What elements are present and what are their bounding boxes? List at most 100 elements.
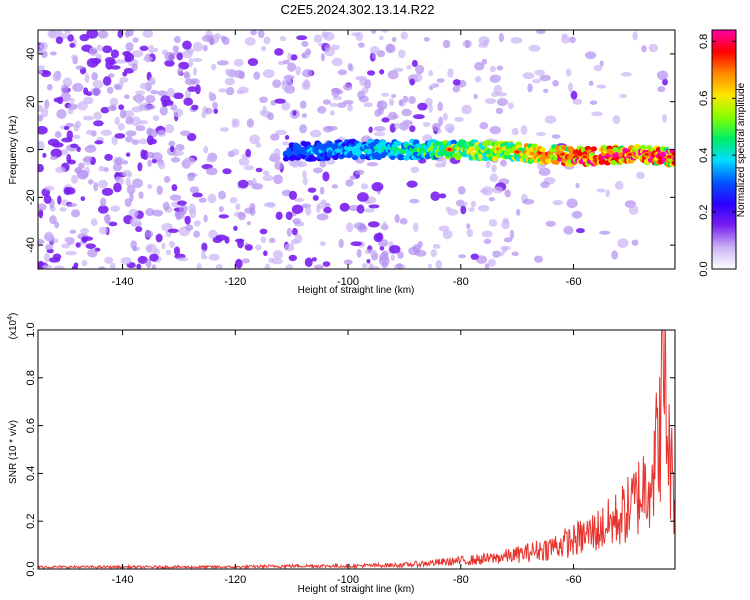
spectrogram-cell — [86, 30, 99, 39]
spectrogram-cell — [189, 186, 200, 194]
spectrogram-cell — [259, 228, 268, 235]
spectrogram-cell — [543, 88, 549, 93]
spectrogram-cell — [302, 170, 307, 179]
spectrogram-cell — [281, 101, 291, 111]
spectrogram-cell — [38, 163, 44, 173]
spectrogram-cell — [176, 257, 189, 262]
spectrogram-hotspot — [515, 150, 520, 154]
spectrogram-cell — [60, 84, 69, 94]
snr-x-ticks: -140 -120 -100 -80 -60 — [112, 330, 581, 586]
spectrogram-cell — [260, 96, 266, 103]
x-tick-label: -80 — [453, 574, 469, 586]
spectrogram-cell — [350, 241, 363, 247]
spectrogram-cell — [569, 36, 576, 44]
spectrogram-cell — [271, 258, 283, 265]
spectrogram-cell — [86, 129, 95, 136]
spectrogram-cell — [302, 177, 308, 186]
spectrogram-cell — [317, 202, 327, 209]
spectrogram-cell — [113, 182, 122, 193]
spectrogram-cell — [267, 112, 274, 121]
spectrogram-cell — [132, 178, 143, 189]
spectrogram-cell — [108, 221, 118, 227]
spectrogram-cell — [131, 139, 140, 146]
spectrogram-cell — [138, 138, 148, 145]
x-tick-label: -120 — [224, 276, 246, 288]
spectrogram-cell — [552, 79, 559, 87]
spectrogram-cell — [161, 242, 166, 250]
spectrogram-cell — [44, 185, 55, 191]
spectrogram-cell — [356, 204, 365, 214]
spectrogram-cell — [461, 104, 472, 115]
spectrogram-cell — [368, 221, 380, 228]
spectrogram-cell — [237, 179, 249, 189]
spectrogram-cell — [312, 194, 319, 201]
spectrogram-cell — [614, 180, 624, 190]
spectrogram-cell — [599, 60, 604, 67]
spectrogram-cell — [511, 251, 519, 257]
spectrogram-cell — [125, 130, 137, 137]
spectrogram-cell — [38, 140, 45, 151]
spectrogram-cell — [243, 165, 255, 171]
spectrogram-cell — [100, 129, 112, 136]
spectrogram-cell — [491, 164, 497, 173]
spectrogram-cell — [127, 172, 132, 178]
spectrogram-cell — [38, 114, 44, 122]
spectrogram-cell — [430, 191, 441, 202]
spectrogram-cell — [104, 256, 114, 264]
spectrogram-cell — [599, 230, 611, 235]
spectrogram-cell — [268, 237, 276, 244]
spectrogram-cell — [311, 257, 317, 262]
spectrogram-cell — [290, 239, 298, 245]
spectrogram-cell — [493, 84, 502, 95]
spectrogram-cell — [411, 59, 418, 68]
spectrogram-cell — [487, 258, 496, 267]
spectrogram-cell — [52, 253, 62, 261]
spectrogram-cell — [500, 159, 507, 167]
spectrogram-cell — [192, 41, 203, 52]
spectrogram-hotspot — [627, 152, 632, 156]
spectrogram-cell — [260, 236, 267, 244]
spectrogram-cell — [575, 227, 585, 234]
spectrogram-cell — [292, 110, 297, 116]
spectrogram-cell — [129, 217, 142, 228]
spectrogram-cell — [151, 158, 157, 164]
spectrogram-cell — [191, 104, 199, 111]
spectrogram-cell — [170, 157, 181, 163]
spectrogram-cell — [46, 83, 53, 91]
spectrogram-cell — [237, 211, 247, 221]
spectrogram-cell — [390, 254, 395, 261]
spectrogram-cell — [479, 122, 489, 130]
spectrogram-cell — [301, 113, 307, 119]
spectrogram-cell — [138, 191, 144, 200]
spectrogram-cell — [208, 91, 213, 97]
spectrogram-ridge-cell — [671, 160, 675, 166]
spectrogram-cell — [402, 119, 411, 126]
spectrogram-cell — [322, 171, 330, 182]
spectrogram-cell — [584, 51, 597, 60]
spectrogram-cell — [53, 265, 65, 269]
spectrogram-cell — [544, 115, 557, 124]
spectrogram-cell — [304, 257, 313, 267]
spectrogram-cell — [428, 70, 434, 77]
spectrogram-cell — [358, 223, 366, 231]
spectrogram-cell — [620, 72, 632, 77]
spectrogram-cell — [208, 229, 218, 240]
spectrogram-cell — [210, 63, 217, 71]
spectrogram-cell — [355, 169, 365, 175]
spectrogram-cell — [67, 202, 78, 208]
spectrogram-cell — [66, 130, 74, 141]
spectrogram-ridge-cell — [553, 159, 560, 165]
spectrogram-cell — [373, 126, 386, 132]
spectrogram-cell — [184, 89, 191, 99]
spectrogram-cell — [447, 68, 454, 78]
spectrogram-cell — [319, 186, 325, 195]
spectrogram-cell — [565, 68, 572, 77]
spectrogram-cell — [493, 74, 502, 82]
spectrogram-cell — [520, 125, 528, 136]
spectrogram-cell — [366, 70, 376, 76]
spectrogram-cell — [264, 263, 271, 269]
spectrogram-cell — [322, 261, 331, 267]
spectrogram-cell — [49, 155, 58, 161]
spectrogram-cell — [212, 236, 223, 244]
spectrogram-cell — [409, 78, 415, 86]
